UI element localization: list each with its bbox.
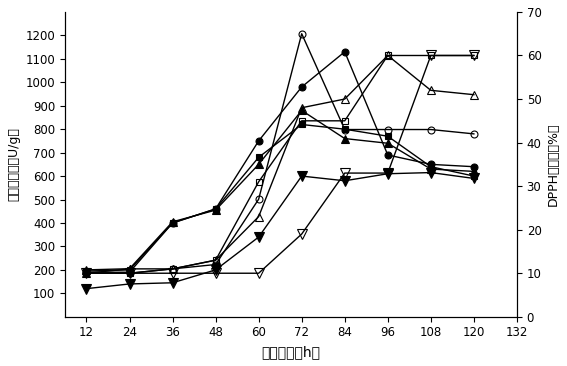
X-axis label: 发酵时间（h）: 发酵时间（h） <box>261 345 320 359</box>
Y-axis label: DPPH清除率（%）: DPPH清除率（%） <box>547 123 560 206</box>
Y-axis label: 蛋白酶活性（U/g）: 蛋白酶活性（U/g） <box>7 127 20 201</box>
